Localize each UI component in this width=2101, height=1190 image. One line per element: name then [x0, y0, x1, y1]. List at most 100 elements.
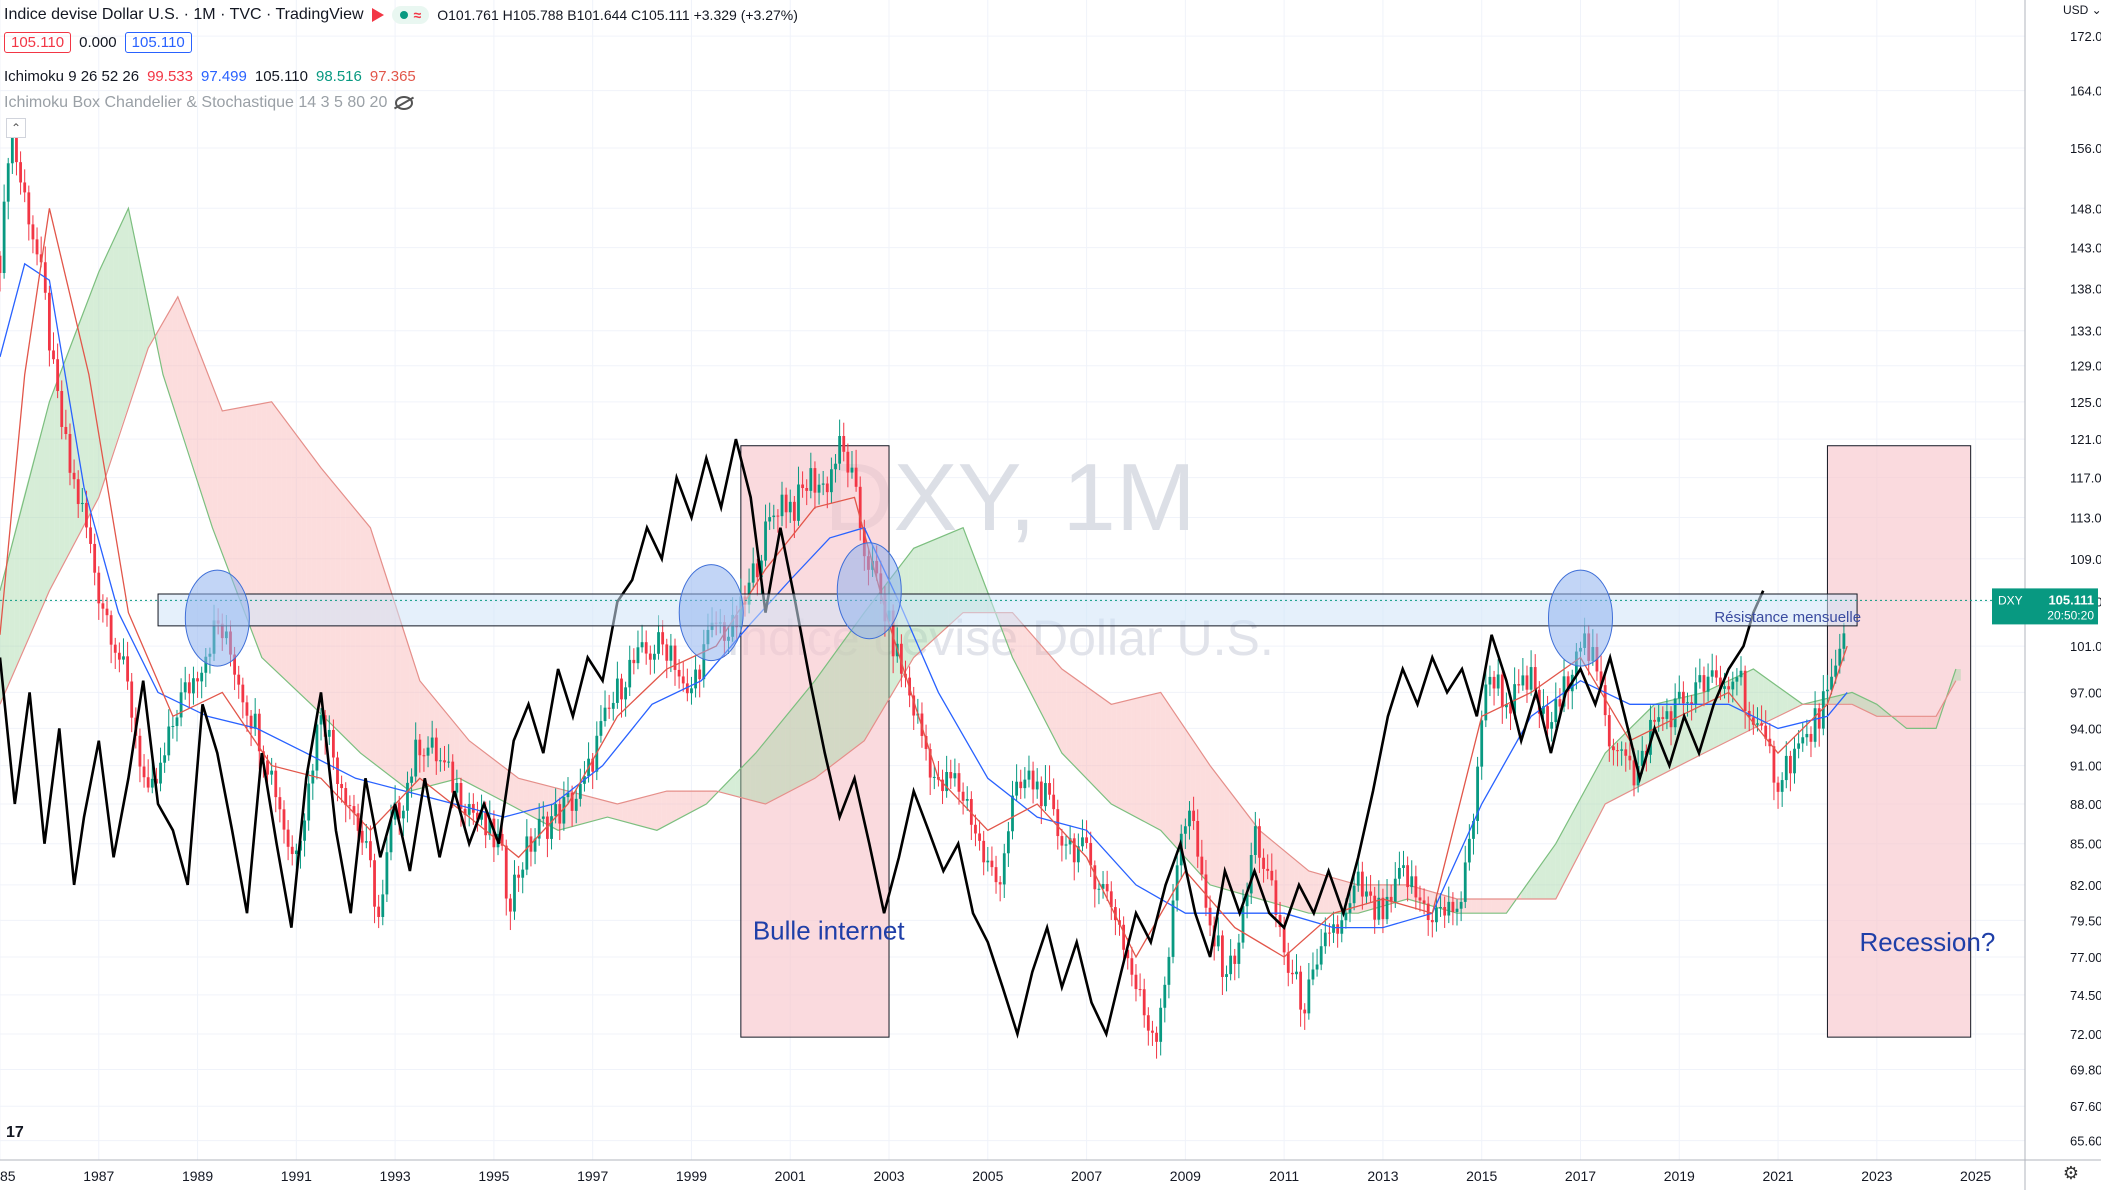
settings-gear-icon[interactable]: ⚙	[2062, 1163, 2079, 1183]
candle-body	[484, 811, 488, 836]
highlight-zone	[1826, 445, 1972, 1038]
cloud-segment	[805, 686, 810, 784]
cloud-segment	[1135, 697, 1141, 820]
candle-body	[1410, 876, 1414, 888]
candle-body	[1200, 856, 1204, 875]
cloud-segment	[1901, 716, 1907, 729]
candle-body	[1249, 855, 1253, 894]
market-status-badge[interactable]: ≈	[391, 6, 430, 24]
x-tick-label: 2019	[1664, 1168, 1695, 1184]
candle-body	[636, 647, 640, 664]
last-price-tag	[1992, 588, 2098, 625]
candle-body	[653, 653, 656, 660]
y-tick-label: 79.500	[2070, 913, 2101, 928]
flag-icon[interactable]	[371, 8, 384, 22]
candle-body	[1562, 676, 1566, 707]
cloud-segment	[1402, 884, 1408, 901]
cloud-segment	[222, 410, 228, 566]
cloud-segment	[493, 759, 499, 799]
candle-body	[204, 656, 208, 673]
indicator-name[interactable]: Ichimoku 9 26 52 26	[4, 68, 140, 85]
candle-body	[233, 654, 237, 675]
candle-body	[1784, 755, 1788, 781]
cloud-segment	[1027, 629, 1033, 695]
candle-body	[60, 391, 64, 427]
delayed-data-icon: ≈	[413, 7, 422, 23]
cloud-segment	[617, 802, 623, 822]
candle-body	[142, 766, 146, 778]
ask-box[interactable]: 105.110	[124, 32, 192, 53]
candle-body	[986, 860, 990, 863]
candle-body	[311, 770, 315, 784]
cloud-segment	[622, 801, 628, 823]
cloud-segment	[1471, 898, 1477, 914]
indicator-value: 105.110	[254, 68, 308, 85]
cloud-segment	[1847, 692, 1853, 705]
cloud-segment	[370, 527, 376, 765]
cloud-segment	[1185, 728, 1191, 863]
indicator-name[interactable]: Ichimoku Box Chandelier & Stochastique 1…	[4, 94, 388, 111]
candle-body	[1237, 942, 1241, 964]
candle-body	[1023, 779, 1027, 789]
candle-body	[1015, 781, 1019, 796]
collapse-legend-button[interactable]: ⌃	[6, 118, 26, 138]
candle-body	[1509, 704, 1512, 714]
candle-body	[319, 715, 323, 725]
candle-body	[611, 702, 615, 709]
candle-body	[196, 678, 199, 682]
candle-body	[488, 818, 492, 836]
candle-body	[1517, 684, 1521, 686]
candle-body	[27, 192, 31, 225]
time-axis[interactable]: 1985 1987 1989 1991 1993 1995 1997 1999 2001 2003…	[0, 1159, 2101, 1184]
cloud-segment	[1540, 857, 1546, 899]
candle-body	[1566, 676, 1570, 692]
candle-body	[72, 472, 76, 480]
candle-body	[1352, 885, 1356, 904]
symbol-legend[interactable]: Indice devise Dollar U.S. · 1M · TVC · T…	[4, 6, 798, 24]
resistance-label: Résistance mensuelle	[1714, 609, 1861, 626]
cloud-segment	[123, 208, 129, 421]
cloud-segment	[1955, 669, 1961, 681]
cloud-segment	[276, 408, 282, 677]
candle-body	[171, 725, 175, 727]
y-tick-label: 69.800	[2070, 1063, 2101, 1078]
ohlc-values: O101.761 H105.788 B101.644 C105.111 +3.3…	[437, 7, 798, 23]
candle-body	[1319, 946, 1323, 965]
candle-body	[665, 644, 669, 661]
cloud-segment	[1308, 871, 1314, 914]
candle-body	[1414, 876, 1418, 898]
cloud-segment	[829, 652, 835, 767]
candle-body	[546, 816, 549, 839]
tradingview-logo-icon[interactable]: 17	[6, 1124, 24, 1141]
cloud-segment	[133, 230, 139, 391]
x-tick-label: 2015	[1466, 1168, 1497, 1184]
candle-body	[504, 845, 508, 899]
x-tick-label: 2011	[1269, 1168, 1299, 1184]
annotation-labels: Bulle internet Recession? Résistance mensu…	[753, 609, 1995, 957]
candle-body	[661, 632, 665, 645]
cloud-segment	[632, 798, 638, 826]
cloud-segment	[24, 473, 30, 647]
candle-body	[1406, 865, 1410, 888]
indicator-legend-stochastic[interactable]: Ichimoku Box Chandelier & Stochastique 1…	[4, 94, 414, 112]
x-tick-label: 1993	[380, 1168, 411, 1184]
candle-body	[192, 678, 195, 694]
indicator-legend-ichimoku[interactable]: Ichimoku 9 26 52 26 99.533 97.499 105.11…	[4, 68, 416, 85]
cloud-segment	[19, 492, 25, 658]
candle-body	[179, 692, 183, 718]
candle-body	[768, 517, 772, 522]
candle-body	[669, 645, 673, 661]
y-tick-label: 109.000	[2070, 552, 2101, 567]
tag-price: 105.111	[2048, 592, 2094, 607]
cloud-segment	[1076, 679, 1082, 774]
candle-body	[89, 527, 92, 544]
symbol-title[interactable]: Indice devise Dollar U.S. · 1M · TVC · T…	[4, 6, 364, 23]
bid-box[interactable]: 105.110	[4, 32, 72, 53]
hidden-eye-icon[interactable]	[395, 96, 414, 110]
candle-body	[1657, 717, 1661, 722]
candle-body	[1208, 907, 1212, 926]
candle-body	[1772, 746, 1776, 783]
candle-body	[1270, 870, 1274, 881]
candle-body	[1463, 862, 1467, 902]
